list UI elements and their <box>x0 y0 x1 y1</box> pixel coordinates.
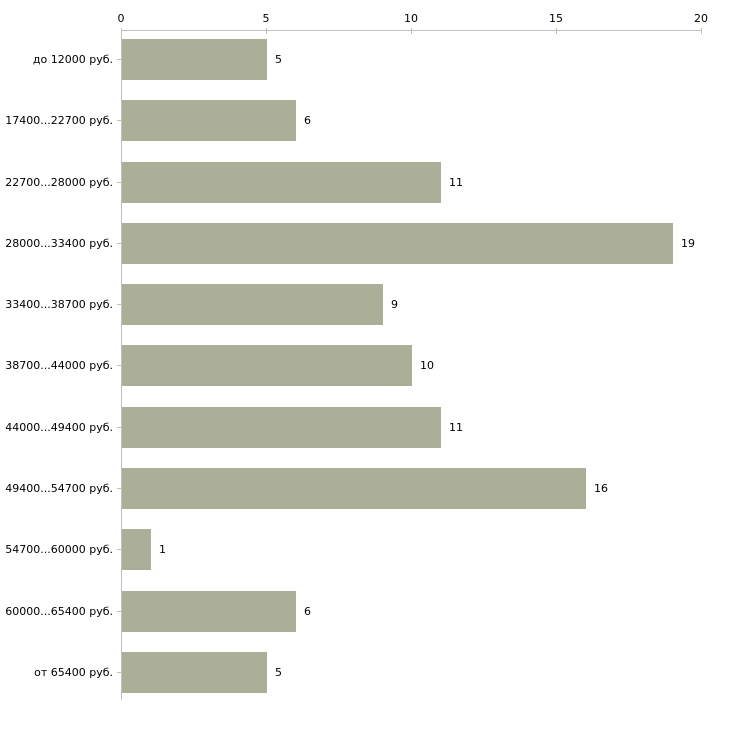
bar-row: 54700...60000 руб. 1 <box>5 529 701 590</box>
category-label: до 12000 руб. <box>32 53 113 66</box>
x-axis-tick-label: 20 <box>694 12 708 25</box>
category-label: 33400...38700 руб. <box>5 298 113 312</box>
bar <box>122 468 586 510</box>
value-label: 10 <box>420 359 434 373</box>
category-label: от 65400 руб. <box>34 665 113 679</box>
y-axis-tick-mark <box>117 181 121 183</box>
bar-row: до 12000 руб. 5 <box>33 39 701 100</box>
y-axis-tick-mark <box>117 671 121 673</box>
y-axis-tick-mark <box>117 610 121 612</box>
x-axis-tick-mark <box>556 28 557 34</box>
x-axis-tick-label: 10 <box>404 12 418 25</box>
bar <box>122 345 412 387</box>
bar <box>122 100 296 142</box>
value-label: 1 <box>159 543 166 557</box>
bar-row: 49400...54700 руб. 16 <box>5 468 701 529</box>
bar-row: 28000...33400 руб. 19 <box>5 222 701 284</box>
value-label: 9 <box>391 298 398 312</box>
x-axis-tick-mark <box>121 28 122 34</box>
bar-row: от 65400 руб. 5 <box>34 651 701 713</box>
category-label: 54700...60000 руб. <box>5 543 113 557</box>
category-label: 17400...22700 руб. <box>5 114 113 128</box>
value-label: 6 <box>304 114 311 128</box>
y-axis-tick-mark <box>117 120 121 122</box>
y-axis-tick-mark <box>117 242 121 244</box>
bar-row: 38700...44000 руб. 10 <box>5 345 701 406</box>
bar <box>122 651 267 693</box>
y-axis-tick-mark <box>117 59 121 60</box>
x-axis-tick-mark <box>411 28 412 34</box>
value-label: 11 <box>449 175 463 189</box>
value-label: 19 <box>681 236 695 250</box>
bar <box>122 39 267 80</box>
value-label: 5 <box>275 53 282 66</box>
value-label: 16 <box>594 482 608 496</box>
bar <box>122 222 673 264</box>
y-axis-tick-mark <box>117 426 121 428</box>
bar-row: 60000...65400 руб. 6 <box>5 590 701 652</box>
value-label: 5 <box>275 665 282 679</box>
bar <box>122 406 441 448</box>
category-label: 44000...49400 руб. <box>5 420 113 434</box>
x-axis-tick-label: 5 <box>262 12 270 25</box>
x-axis-tick-mark <box>701 28 702 34</box>
bar-row: 17400...22700 руб. 6 <box>5 100 701 161</box>
bar-row: 33400...38700 руб. 9 <box>5 284 701 345</box>
bar-row: 44000...49400 руб. 11 <box>5 406 701 468</box>
bar <box>122 284 383 326</box>
bar <box>122 161 441 203</box>
y-axis-tick-mark <box>117 549 121 551</box>
x-axis-tick-label: 0 <box>117 12 125 25</box>
category-label: 28000...33400 руб. <box>5 236 113 250</box>
bar-row: 22700...28000 руб. 11 <box>5 161 701 223</box>
value-label: 6 <box>304 604 311 618</box>
category-label: 38700...44000 руб. <box>5 359 113 373</box>
y-axis-tick-mark <box>117 488 121 490</box>
bar <box>122 590 296 632</box>
y-axis-tick-mark <box>117 365 121 367</box>
category-label: 22700...28000 руб. <box>5 175 113 189</box>
bar <box>122 529 151 571</box>
bar-rows: до 12000 руб. 5 17400...22700 руб. 6 22700..… <box>5 39 701 713</box>
y-axis-tick-mark <box>117 304 121 306</box>
x-axis-tick-mark <box>266 28 267 34</box>
x-axis-tick-label: 15 <box>549 12 563 25</box>
value-label: 11 <box>449 420 463 434</box>
category-label: 60000...65400 руб. <box>5 604 113 618</box>
category-label: 49400...54700 руб. <box>5 482 113 496</box>
